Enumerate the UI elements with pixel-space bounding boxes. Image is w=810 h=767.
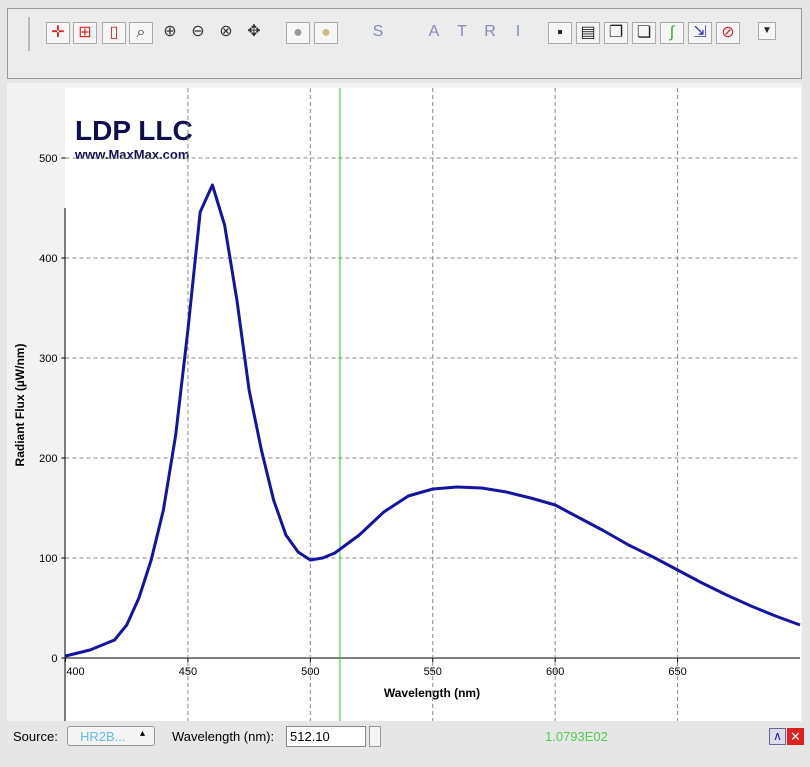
status-bar: Source: HR2B... ▴ Wavelength (nm): 512.1… xyxy=(0,722,810,752)
x-tick-label: 650 xyxy=(668,666,686,678)
y-tick-label: 0 xyxy=(51,653,57,665)
tool-button[interactable]: ▯ xyxy=(102,22,126,44)
close-button[interactable]: ✕ xyxy=(787,728,804,745)
menu[interactable]: ▼ xyxy=(758,22,776,40)
zoom-reset[interactable]: ⊗ xyxy=(219,23,233,40)
x-tick-label: 600 xyxy=(546,666,564,678)
y-tick-label: 300 xyxy=(39,353,57,365)
chart-panel xyxy=(7,83,802,721)
print[interactable]: ▤ xyxy=(576,22,600,44)
zoom-out[interactable]: ⊖ xyxy=(191,23,205,40)
wavelength-spinner[interactable] xyxy=(369,726,381,747)
wavelength-value: 512.10 xyxy=(290,729,330,744)
peak-button[interactable]: ∧ xyxy=(769,728,786,745)
x-tick-label: 550 xyxy=(424,666,442,678)
x-tick-label: 500 xyxy=(301,666,319,678)
plot-area xyxy=(65,88,801,721)
logo-title: LDP LLC xyxy=(75,115,193,146)
letter-button[interactable]: T xyxy=(457,23,467,40)
save[interactable]: ▪ xyxy=(548,22,572,44)
x-tick-label: 400 xyxy=(66,666,84,678)
clear[interactable]: ⊘ xyxy=(716,22,740,44)
zoom-in[interactable]: ⊕ xyxy=(163,23,177,40)
wavelength-input[interactable]: 512.10 xyxy=(286,726,366,747)
spinner: ▴ xyxy=(140,728,146,739)
x-axis-label: Wavelength (nm) xyxy=(384,686,480,700)
copy-image[interactable]: ❏ xyxy=(632,22,656,44)
curve[interactable]: ∫ xyxy=(660,22,684,44)
x-tick-label: 450 xyxy=(179,666,197,678)
logo-subtitle: www.MaxMax.com xyxy=(74,147,189,162)
tool-button[interactable]: ⊞ xyxy=(73,22,97,44)
y-tick-label: 400 xyxy=(39,253,57,265)
y-tick-label: 500 xyxy=(39,153,57,165)
bulb-button[interactable]: ● xyxy=(286,22,310,44)
y-tick-label: 200 xyxy=(39,453,57,465)
tool-button[interactable]: ✛ xyxy=(46,22,70,44)
spectrum-line xyxy=(65,183,801,658)
letter-button[interactable]: S xyxy=(372,23,384,40)
separator xyxy=(28,17,30,51)
reading: 1.0793E02 xyxy=(545,729,608,744)
copy[interactable]: ❐ xyxy=(604,22,628,44)
source-label: Source: xyxy=(13,729,58,744)
y-tick-label: 100 xyxy=(39,553,57,565)
wavelength-label: Wavelength (nm): xyxy=(172,729,275,744)
tool-button[interactable]: ⌕ xyxy=(129,22,153,44)
letter-button[interactable]: R xyxy=(484,23,496,40)
source-value: HR2B... xyxy=(80,729,126,744)
letter-button[interactable]: I xyxy=(515,23,521,40)
source-select[interactable]: HR2B... ▴ xyxy=(67,726,155,746)
letter-button[interactable]: A xyxy=(428,23,440,40)
bulb-button[interactable]: ● xyxy=(314,22,338,44)
export[interactable]: ⇲ xyxy=(688,22,712,44)
y-axis-label: Radiant Flux (µW/nm) xyxy=(13,344,27,467)
pan[interactable]: ✥ xyxy=(247,23,261,40)
